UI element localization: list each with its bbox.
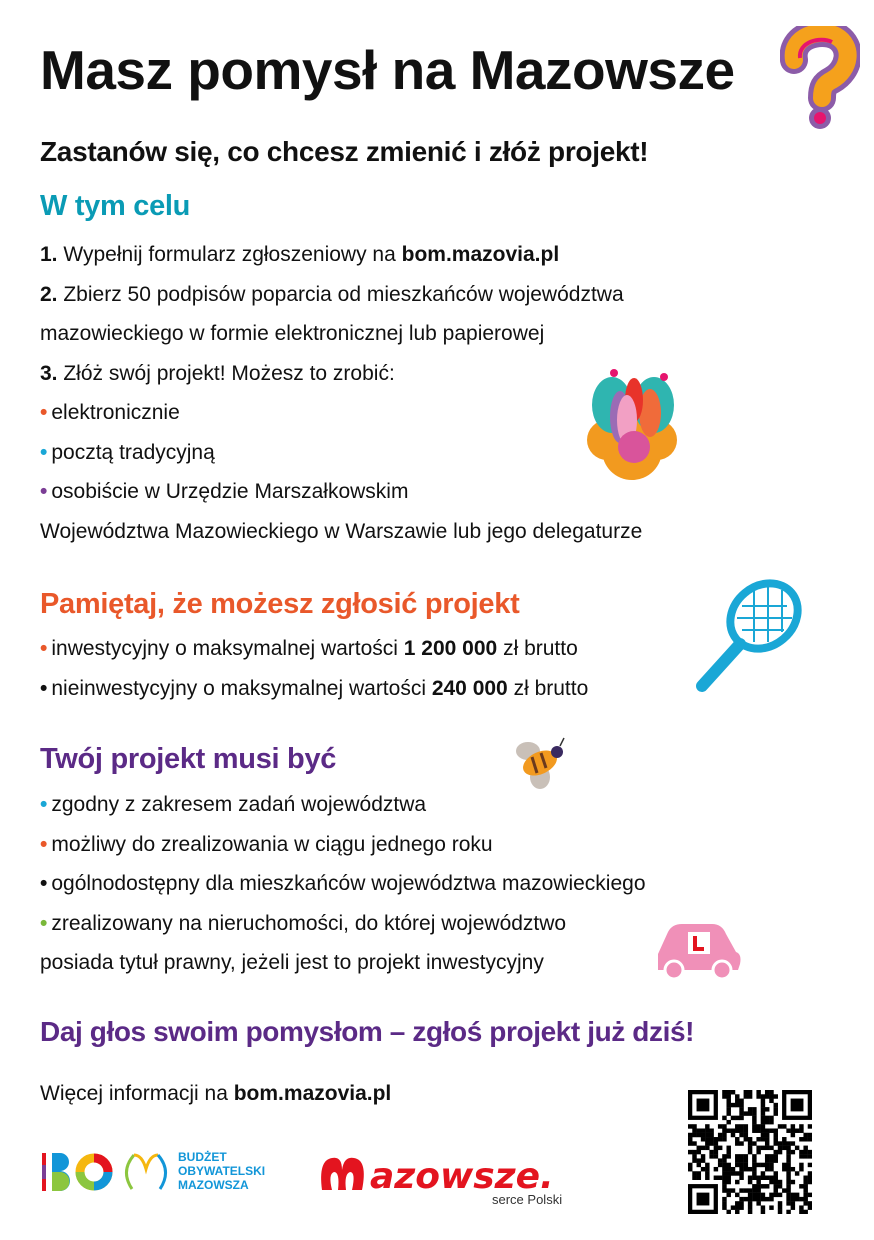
page-title: Masz pomysł na Mazowsze bbox=[40, 39, 735, 101]
bullet-item: • nieinwestycyjny o maksymalnej wartości … bbox=[40, 677, 589, 700]
step-2-cont: mazowieckiego w formie elektronicznej lu… bbox=[40, 322, 545, 345]
step-1: 1. Wypełnij formularz zgłoszeniowy na bo… bbox=[40, 243, 560, 266]
bom-logo-text: BUDŻET OBYWATELSKI MAZOWSZA bbox=[178, 1150, 266, 1192]
more-info-link[interactable]: bom.mazovia.pl bbox=[233, 1082, 392, 1105]
section-heading-twoj-projekt: Twój projekt musi być bbox=[40, 743, 337, 775]
bullet-item: • osobiście w Urzędzie Marszałkowskim bbox=[40, 480, 409, 503]
link-bom[interactable]: bom.mazovia.pl bbox=[401, 243, 560, 266]
step-2: 2. Zbierz 50 podpisów poparcia od mieszk… bbox=[40, 283, 624, 306]
bullet-continuation: posiada tytuł prawny, jeżeli jest to pro… bbox=[40, 951, 544, 974]
bom-logo bbox=[42, 1153, 167, 1191]
bullet-item: • inwestycyjny o maksymalnej wartości 1 2… bbox=[40, 637, 578, 660]
section-heading-pamietaj: Pamiętaj, że możesz zgłosić projekt bbox=[40, 588, 520, 620]
step-3: 3. Złóż swój projekt! Możesz to zrobić: bbox=[40, 362, 395, 385]
bullet-item: • ogólnodostępny dla mieszkańców wojewódz… bbox=[40, 872, 646, 895]
bee-icon bbox=[516, 737, 565, 789]
bullet-item: • zgodny z zakresem zadań województwa bbox=[40, 793, 427, 816]
section-heading-w-tym-celu: W tym celu bbox=[40, 190, 191, 222]
more-info: Więcej informacji na bom.mazovia.pl bbox=[40, 1082, 392, 1105]
mazowsze-tagline: serce Polski bbox=[492, 1192, 563, 1207]
bullet-item: • możliwy do zrealizowania w ciągu jedneg… bbox=[40, 833, 493, 856]
subtitle: Zastanów się, co chcesz zmienić i złóż p… bbox=[40, 136, 649, 167]
qr-code[interactable] bbox=[688, 1090, 812, 1214]
call-to-action: Daj głos swoim pomysłom – zgłoś projekt … bbox=[40, 1016, 695, 1047]
bullet-item: • elektronicznie bbox=[40, 401, 180, 424]
bullet-item: • zrealizowany na nieruchomości, do które… bbox=[40, 912, 567, 935]
flower-icon bbox=[587, 369, 677, 480]
question-mark-icon bbox=[780, 26, 860, 129]
racket-icon bbox=[696, 579, 802, 692]
car-icon bbox=[658, 924, 741, 981]
mazowsze-logo: azowsze. bbox=[321, 1156, 554, 1196]
svg-text:azowsze.: azowsze. bbox=[370, 1156, 554, 1196]
bullet-item: • pocztą tradycyjną bbox=[40, 441, 215, 464]
bullet-continuation: Województwa Mazowieckiego w Warszawie lu… bbox=[40, 520, 643, 543]
